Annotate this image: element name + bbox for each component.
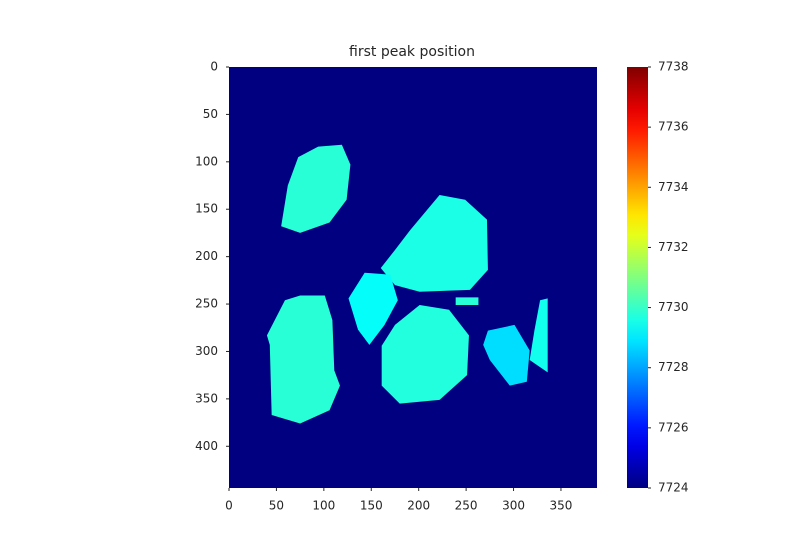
heatmap-region <box>381 304 469 404</box>
x-tick-label: 350 <box>550 499 573 513</box>
colorbar-tick-label: 7738 <box>658 60 689 74</box>
y-tick-label: 300 <box>195 344 218 358</box>
y-tick-label: 150 <box>195 202 218 216</box>
y-tick-label: 200 <box>195 249 218 263</box>
heatmap-region <box>266 295 340 424</box>
colorbar <box>627 67 648 488</box>
heatmap-region <box>529 298 548 373</box>
y-tick-label: 250 <box>195 297 218 311</box>
y-tick-label: 0 <box>210 60 218 74</box>
colorbar-tick-label: 7726 <box>658 420 689 434</box>
x-tick-label: 100 <box>312 499 335 513</box>
y-tick-label: 50 <box>203 107 218 121</box>
colorbar-tick-label: 7728 <box>658 360 689 374</box>
y-tick-label: 100 <box>195 154 218 168</box>
colorbar-tick-label: 7730 <box>658 300 689 314</box>
y-tick-label: 400 <box>195 439 218 453</box>
x-tick-label: 250 <box>455 499 478 513</box>
x-tick-label: 50 <box>269 499 284 513</box>
colorbar-tick-label: 7736 <box>658 120 689 134</box>
heatmap-region <box>455 297 479 305</box>
heatmap-region <box>348 272 398 345</box>
x-tick-label: 150 <box>360 499 383 513</box>
y-tick-label: 350 <box>195 391 218 405</box>
colorbar-tick-label: 7732 <box>658 240 689 254</box>
heatmap-region <box>380 195 488 292</box>
heatmap-region <box>483 324 530 386</box>
heatmap-region <box>281 144 351 233</box>
colorbar-tick-label: 7734 <box>658 180 689 194</box>
x-tick-label: 200 <box>407 499 430 513</box>
colorbar-tick-label: 7724 <box>658 481 689 495</box>
x-tick-label: 0 <box>225 499 233 513</box>
chart-title: first peak position <box>349 44 475 60</box>
x-tick-label: 300 <box>502 499 525 513</box>
